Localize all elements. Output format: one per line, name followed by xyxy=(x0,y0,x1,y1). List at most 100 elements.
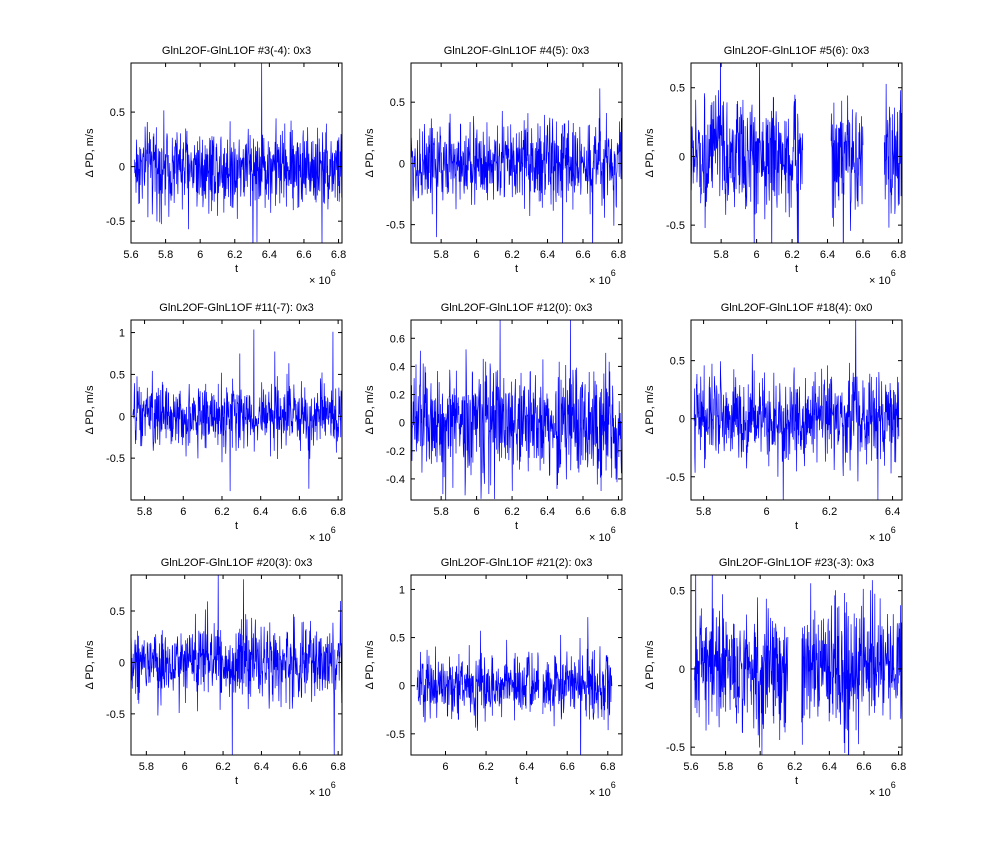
x-tick-label: 5.8 xyxy=(433,249,448,261)
x-tick-label: 6.4 xyxy=(540,506,555,518)
x-tick-label: 6.2 xyxy=(822,506,837,518)
series-line-segment-1 xyxy=(134,63,342,243)
y-tick-label: 0.6 xyxy=(390,333,405,345)
x-tick-label: 6.8 xyxy=(331,761,346,773)
x-tick-label: 5.6 xyxy=(123,249,138,261)
x-tick-label: 6.6 xyxy=(855,249,870,261)
y-axis-label: Δ PD, m/s xyxy=(84,640,96,689)
x-tick-label: 6.4 xyxy=(540,249,555,261)
y-axis-label: Δ PD, m/s xyxy=(364,128,376,177)
y-axis-label: Δ PD, m/s xyxy=(364,640,376,689)
subplot-title: GlnL2OF-GlnL1OF #18(4): 0x0 xyxy=(721,302,873,314)
y-tick-label: 0 xyxy=(399,681,405,693)
x-tick-label: 6.6 xyxy=(575,249,590,261)
subplot-title: GlnL2OF-GlnL1OF #5(6): 0x3 xyxy=(724,45,870,57)
y-tick-label: 0.4 xyxy=(390,361,405,373)
y-tick-label: 0 xyxy=(679,414,685,426)
y-tick-label: -0.5 xyxy=(666,220,685,232)
y-axis-label: Δ PD, m/s xyxy=(644,385,656,434)
y-tick-label: -0.5 xyxy=(106,216,125,228)
series-line-segment-2 xyxy=(801,580,902,755)
x-tick-label: 6.2 xyxy=(787,761,802,773)
x-axis-multiplier: × 106 xyxy=(869,268,896,287)
x-axis-label: t xyxy=(235,263,238,275)
x-tick-label: 6 xyxy=(442,761,448,773)
subplot-5: 5.8 6 6.2 6.4 6.6 6.8 -0.4 -0.2 0 0.2 0.4 0.6 GlnL2O… xyxy=(364,302,626,544)
y-tick-label: -0.5 xyxy=(386,729,405,741)
axes-frame xyxy=(130,62,343,244)
x-tick-label: 6.8 xyxy=(611,506,626,518)
x-tick-label: 6.4 xyxy=(262,249,277,261)
x-axis-label: t xyxy=(795,775,798,787)
x-tick-label: 6.2 xyxy=(504,506,519,518)
axes-frame xyxy=(130,574,343,756)
x-tick-label: 6 xyxy=(197,249,203,261)
subplot-9: 5.6 5.8 6 6.2 6.4 6.6 6.8 -0.5 0 0.5 GlnL2OF-GlnL1… xyxy=(644,557,906,799)
subplot-title: GlnL2OF-GlnL1OF #3(-4): 0x3 xyxy=(162,45,311,57)
x-axis-multiplier: × 106 xyxy=(589,525,616,544)
x-tick-label: 6.6 xyxy=(560,761,575,773)
subplot-title: GlnL2OF-GlnL1OF #20(3): 0x3 xyxy=(161,557,313,569)
x-axis-multiplier: × 106 xyxy=(589,780,616,799)
y-tick-label: 1 xyxy=(399,584,405,596)
x-tick-label: 6.6 xyxy=(292,506,307,518)
axes-frame xyxy=(130,319,343,501)
y-tick-label: 0.5 xyxy=(110,606,125,618)
x-tick-label: 5.8 xyxy=(696,506,711,518)
x-tick-label: 6.8 xyxy=(330,506,345,518)
x-tick-label: 5.8 xyxy=(158,249,173,261)
subplot-title: GlnL2OF-GlnL1OF #11(-7): 0x3 xyxy=(159,302,313,314)
x-tick-label: 6.2 xyxy=(504,249,519,261)
x-tick-label: 6 xyxy=(754,249,760,261)
y-tick-label: 0.5 xyxy=(390,633,405,645)
x-tick-label: 6.2 xyxy=(227,249,242,261)
y-tick-label: 0 xyxy=(399,418,405,430)
y-tick-label: 0.5 xyxy=(110,107,125,119)
series-line-segment-1 xyxy=(691,63,804,243)
subplot-6: 5.8 6 6.2 6.4 -0.5 0 0.5 GlnL2OF-GlnL1OF #18(4)… xyxy=(644,302,903,544)
y-axis-label: Δ PD, m/s xyxy=(84,385,96,434)
series-line-segment-2 xyxy=(542,617,613,755)
series-line-segment-1 xyxy=(411,320,622,500)
y-tick-label: 0 xyxy=(119,411,125,423)
x-axis-label: t xyxy=(235,520,238,532)
series-line-segment-2 xyxy=(830,95,864,243)
x-tick-label: 6.4 xyxy=(253,506,268,518)
subplot-title: GlnL2OF-GlnL1OF #23(-3): 0x3 xyxy=(719,557,874,569)
x-tick-label: 6 xyxy=(474,506,480,518)
x-tick-label: 5.8 xyxy=(137,506,152,518)
x-tick-label: 5.6 xyxy=(683,761,698,773)
y-tick-label: 0.5 xyxy=(670,586,685,598)
y-tick-label: 0.5 xyxy=(670,83,685,95)
subplot-8: 6 6.2 6.4 6.6 6.8 -0.5 0 0.5 1 GlnL2OF-GlnL1OF #2… xyxy=(364,557,623,799)
series-line-segment-1 xyxy=(416,630,540,731)
x-tick-label: 6.8 xyxy=(891,761,906,773)
x-tick-label: 6.8 xyxy=(611,249,626,261)
y-tick-label: 1 xyxy=(119,328,125,340)
subplot-title: GlnL2OF-GlnL1OF #12(0): 0x3 xyxy=(441,302,593,314)
y-tick-label: -0.2 xyxy=(386,446,405,458)
subplot-2: 5.8 6 6.2 6.4 6.6 6.8 -0.5 0 0.5 GlnL2OF-GlnL1OF … xyxy=(364,45,626,287)
x-tick-label: 6.4 xyxy=(822,761,837,773)
series-line-segment-1 xyxy=(694,575,789,755)
x-axis-label: t xyxy=(235,775,238,787)
series-line-segment-1 xyxy=(131,575,342,755)
y-tick-label: -0.5 xyxy=(386,220,405,232)
y-tick-label: 0.5 xyxy=(110,369,125,381)
x-tick-label: 6.2 xyxy=(214,506,229,518)
y-tick-label: -0.4 xyxy=(386,474,405,486)
x-tick-label: 6.2 xyxy=(784,249,799,261)
x-tick-label: 6.6 xyxy=(575,506,590,518)
x-tick-label: 6.4 xyxy=(885,506,900,518)
x-tick-label: 6.8 xyxy=(331,249,346,261)
series-line-segment-1 xyxy=(693,320,900,500)
axes-frame xyxy=(410,62,623,244)
x-tick-label: 6.6 xyxy=(296,249,311,261)
y-tick-label: 0 xyxy=(119,657,125,669)
x-axis-label: t xyxy=(515,520,518,532)
x-axis-multiplier: × 106 xyxy=(869,525,896,544)
y-tick-label: 0.2 xyxy=(390,390,405,402)
x-tick-label: 6.2 xyxy=(478,761,493,773)
y-tick-label: 0.5 xyxy=(390,97,405,109)
